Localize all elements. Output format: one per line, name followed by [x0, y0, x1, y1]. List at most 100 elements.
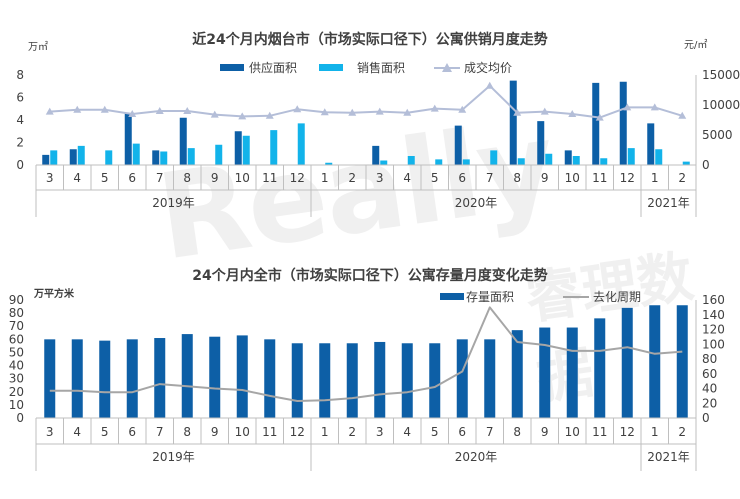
- month-label: 3: [376, 425, 384, 439]
- year-label: 2020年: [455, 450, 498, 464]
- month-label: 10: [235, 171, 250, 185]
- bar: [592, 82, 600, 165]
- right-tick-label: 5000: [702, 128, 733, 142]
- line-point: [265, 111, 274, 119]
- bar: [462, 159, 470, 165]
- bar: [649, 305, 661, 418]
- bar: [676, 305, 688, 418]
- right-axis-unit: 元/㎡: [684, 39, 707, 51]
- month-label: 8: [513, 425, 521, 439]
- line-point: [623, 103, 632, 111]
- bar: [126, 339, 138, 418]
- bar: [319, 343, 331, 418]
- month-label: 9: [211, 171, 219, 185]
- month-label: 5: [431, 425, 439, 439]
- left-tick-label: 20: [9, 385, 24, 399]
- line-point: [458, 105, 467, 113]
- line-point: [155, 107, 164, 114]
- bar: [69, 149, 77, 165]
- series-line: [49, 84, 683, 119]
- bar: [456, 339, 468, 418]
- month-label: 2: [678, 425, 686, 439]
- legend-label: 供应面积: [249, 60, 297, 75]
- line-point: [348, 108, 357, 116]
- bar: [160, 151, 168, 165]
- right-tick-label: 20: [702, 396, 717, 410]
- bar: [484, 339, 496, 418]
- right-tick-label: 160: [702, 293, 725, 307]
- right-tick-label: 120: [702, 323, 725, 337]
- bar: [600, 158, 608, 165]
- bar: [621, 307, 633, 418]
- left-tick-label: 50: [9, 345, 24, 359]
- line-point: [540, 107, 549, 115]
- bar: [490, 150, 498, 165]
- month-label: 3: [46, 425, 54, 439]
- bar: [655, 149, 663, 165]
- month-label: 7: [486, 425, 494, 439]
- left-tick-label: 6: [16, 91, 24, 105]
- month-label: 6: [128, 425, 136, 439]
- left-tick-label: 40: [9, 359, 24, 373]
- month-label: 8: [513, 171, 521, 185]
- legend-label: 存量面积: [466, 290, 514, 304]
- month-label: 11: [262, 425, 277, 439]
- month-label: 1: [651, 171, 659, 185]
- line-point: [485, 81, 494, 89]
- month-label: 4: [73, 171, 81, 185]
- bar: [264, 339, 276, 418]
- right-tick-label: 15000: [702, 68, 740, 82]
- month-label: 2: [678, 171, 686, 185]
- line-point: [183, 107, 192, 114]
- left-tick-label: 80: [9, 306, 24, 320]
- bar: [619, 81, 627, 165]
- bar: [215, 144, 223, 165]
- left-tick-label: 0: [16, 158, 24, 172]
- left-tick-label: 2: [16, 136, 24, 150]
- bar: [509, 80, 517, 165]
- month-label: 5: [101, 171, 109, 185]
- month-label: 11: [592, 425, 607, 439]
- line-point: [73, 105, 82, 113]
- bar: [380, 160, 388, 165]
- line-point: [100, 105, 109, 113]
- bar: [372, 145, 380, 165]
- bar: [594, 318, 606, 418]
- legend-swatch: [220, 64, 244, 71]
- bar: [564, 150, 572, 165]
- month-label: 6: [458, 171, 466, 185]
- bar: [407, 156, 415, 165]
- left-tick-label: 60: [9, 332, 24, 346]
- line-point: [45, 107, 54, 115]
- bar: [242, 135, 250, 165]
- line-point: [678, 111, 687, 119]
- left-tick-label: 10: [9, 398, 24, 412]
- right-tick-label: 0: [702, 411, 710, 425]
- month-label: 7: [486, 171, 494, 185]
- bar: [374, 341, 386, 418]
- bar: [132, 143, 140, 165]
- right-tick-label: 60: [702, 367, 717, 381]
- month-label: 12: [290, 425, 305, 439]
- line-point: [403, 108, 412, 116]
- left-tick-label: 8: [16, 68, 24, 82]
- left-tick-label: 0: [16, 411, 24, 425]
- bar: [42, 154, 50, 165]
- line-point: [293, 105, 302, 113]
- line-point: [210, 110, 219, 118]
- bar: [545, 153, 553, 165]
- series-line: [49, 306, 683, 402]
- chart-title: 近24个月内烟台市（市场实际口径下）公寓供销月度走势: [192, 31, 547, 48]
- month-label: 11: [592, 171, 607, 185]
- month-label: 6: [128, 171, 136, 185]
- month-label: 11: [262, 171, 277, 185]
- month-label: 5: [431, 171, 439, 185]
- year-label: 2021年: [647, 196, 690, 210]
- bar: [401, 343, 413, 418]
- bar: [99, 340, 111, 418]
- bar: [209, 336, 221, 418]
- line-point: [238, 112, 247, 120]
- bar: [511, 330, 523, 418]
- month-label: 8: [183, 425, 191, 439]
